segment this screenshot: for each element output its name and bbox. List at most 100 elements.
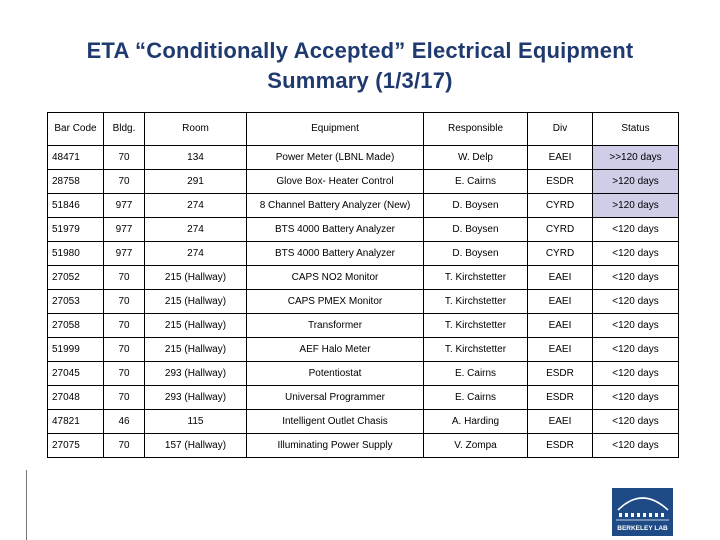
cell-responsible: E. Cairns [423,361,528,386]
cell-equipment: Universal Programmer [246,385,424,410]
table-row: 27075 70 157 (Hallway) Illuminating Power S… [47,433,679,458]
cell-room: 215 (Hallway) [144,265,247,290]
berkeley-lab-logo: BERKELEY LAB [612,488,673,536]
cell-status: <120 days [592,361,679,386]
cell-bldg: 70 [103,433,145,458]
header-status: Status [592,112,679,146]
cell-equipment: CAPS NO2 Monitor [246,265,424,290]
cell-bldg: 977 [103,241,145,266]
table-row: 47821 46 115 Intelligent Outlet Chasis A. Ha… [47,409,679,434]
cell-responsible: W. Delp [423,145,528,170]
table-row: 27058 70 215 (Hallway) Transformer T. Kirchs… [47,313,679,338]
cell-div: EAEI [527,145,593,170]
cell-div: EAEI [527,337,593,362]
cell-status: <120 days [592,385,679,410]
cell-status: >>120 days [592,145,679,170]
table-row: 27053 70 215 (Hallway) CAPS PMEX Monitor T. … [47,289,679,314]
cell-div: EAEI [527,289,593,314]
cell-div: CYRD [527,241,593,266]
cell-equipment: AEF Halo Meter [246,337,424,362]
cell-room: 115 [144,409,247,434]
cell-room: 274 [144,193,247,218]
cell-responsible: A. Harding [423,409,528,434]
cell-bldg: 70 [103,289,145,314]
cell-equipment: Transformer [246,313,424,338]
cell-bldg: 70 [103,145,145,170]
cell-bar-code: 28758 [47,169,104,194]
cell-responsible: T. Kirchstetter [423,337,528,362]
cell-bldg: 46 [103,409,145,434]
cell-room: 157 (Hallway) [144,433,247,458]
cell-equipment: Illuminating Power Supply [246,433,424,458]
table-row: 48471 70 134 Power Meter (LBNL Made) W. Delp… [47,145,679,170]
cell-responsible: V. Zompa [423,433,528,458]
table-row: 27052 70 215 (Hallway) CAPS NO2 Monitor T. K… [47,265,679,290]
cell-room: 215 (Hallway) [144,337,247,362]
cell-status: <120 days [592,217,679,242]
header-equipment: Equipment [246,112,424,146]
table-row: 27048 70 293 (Hallway) Universal Programmer… [47,385,679,410]
cell-bar-code: 51846 [47,193,104,218]
cell-div: ESDR [527,361,593,386]
cell-bar-code: 27053 [47,289,104,314]
cell-responsible: T. Kirchstetter [423,289,528,314]
cell-bar-code: 51979 [47,217,104,242]
cell-status: <120 days [592,241,679,266]
cell-bldg: 977 [103,193,145,218]
cell-room: 293 (Hallway) [144,385,247,410]
cell-bar-code: 48471 [47,145,104,170]
cell-responsible: D. Boysen [423,217,528,242]
cell-bldg: 70 [103,385,145,410]
cell-equipment: Intelligent Outlet Chasis [246,409,424,434]
table-row: 51979 977 274 BTS 4000 Battery Analyzer D. B… [47,217,679,242]
cell-responsible: D. Boysen [423,241,528,266]
cell-room: 134 [144,145,247,170]
cell-room: 274 [144,217,247,242]
cell-div: ESDR [527,169,593,194]
cell-equipment: BTS 4000 Battery Analyzer [246,241,424,266]
cell-room: 215 (Hallway) [144,289,247,314]
header-div: Div [527,112,593,146]
cell-responsible: E. Cairns [423,169,528,194]
cell-equipment: CAPS PMEX Monitor [246,289,424,314]
page-title: ETA “Conditionally Accepted” Electrical … [40,36,680,96]
table-row: 51999 70 215 (Hallway) AEF Halo Meter T. Kir… [47,337,679,362]
cell-bldg: 70 [103,361,145,386]
cell-equipment: Power Meter (LBNL Made) [246,145,424,170]
cell-equipment: Glove Box- Heater Control [246,169,424,194]
header-room: Room [144,112,247,146]
cell-div: EAEI [527,409,593,434]
cell-responsible: T. Kirchstetter [423,313,528,338]
logo-text: BERKELEY LAB [617,525,668,532]
cell-equipment: 8 Channel Battery Analyzer (New) [246,193,424,218]
cell-bar-code: 51999 [47,337,104,362]
table-row: 51980 977 274 BTS 4000 Battery Analyzer D. B… [47,241,679,266]
cell-div: EAEI [527,265,593,290]
cell-status: <120 days [592,265,679,290]
cell-bar-code: 27058 [47,313,104,338]
cell-bar-code: 27045 [47,361,104,386]
cell-div: ESDR [527,433,593,458]
footer-divider [26,470,27,540]
cell-room: 291 [144,169,247,194]
cell-responsible: T. Kirchstetter [423,265,528,290]
cell-status: <120 days [592,313,679,338]
cell-equipment: BTS 4000 Battery Analyzer [246,217,424,242]
cell-div: EAEI [527,313,593,338]
cell-bldg: 70 [103,337,145,362]
table-row: 27045 70 293 (Hallway) Potentiostat E. Cairn… [47,361,679,386]
cell-bar-code: 27075 [47,433,104,458]
cell-bar-code: 47821 [47,409,104,434]
cell-room: 293 (Hallway) [144,361,247,386]
header-bar-code: Bar Code [47,112,104,146]
header-bldg: Bldg. [103,112,145,146]
cell-status: <120 days [592,337,679,362]
cell-div: ESDR [527,385,593,410]
cell-bar-code: 27048 [47,385,104,410]
table-header-row: Bar Code Bldg. Room Equipment Responsibl… [47,112,679,146]
table-row: 28758 70 291 Glove Box- Heater Control E. Ca… [47,169,679,194]
cell-div: CYRD [527,217,593,242]
table-row: 51846 977 274 8 Channel Battery Analyzer (N… [47,193,679,218]
title-line-1: ETA “Conditionally Accepted” Electrical … [86,38,634,63]
cell-bldg: 70 [103,265,145,290]
